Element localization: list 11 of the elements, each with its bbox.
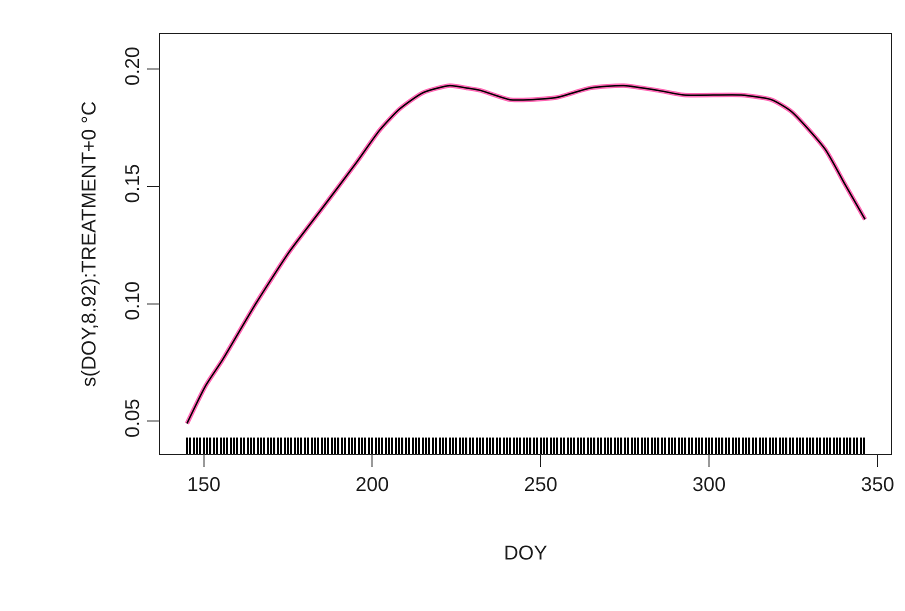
x-tick-label: 200 [356, 474, 389, 496]
x-axis-title: DOY [504, 542, 548, 565]
x-tick-label: 350 [860, 474, 894, 496]
y-tick-label: 0.15 [122, 164, 144, 203]
x-tick-label: 300 [692, 474, 726, 496]
y-axis-title: s(DOY,8.92):TREATMENT+0 °C [78, 101, 100, 387]
x-tick-label: 250 [524, 474, 558, 496]
y-tick-label: 0.10 [122, 281, 144, 320]
x-tick-label: 150 [187, 474, 220, 496]
y-tick-label: 0.05 [122, 398, 144, 438]
y-tick-label: 0.20 [122, 46, 144, 86]
